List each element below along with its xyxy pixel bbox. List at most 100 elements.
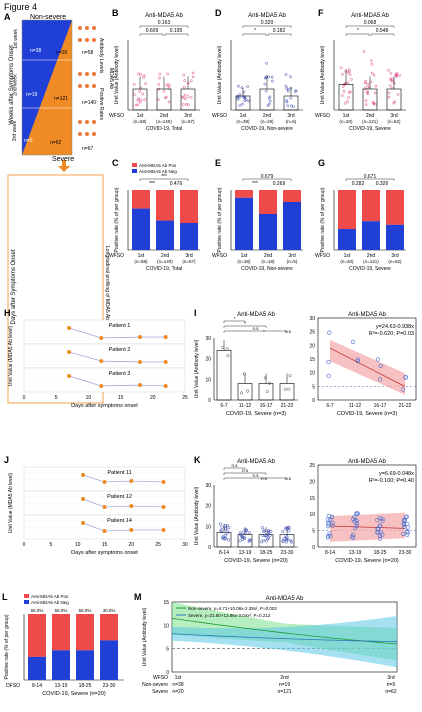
panelE-bar-neg [235, 197, 253, 250]
panelK-bracket [223, 472, 267, 475]
panelB-dot [182, 85, 186, 89]
panelF-n: (n=121) [362, 119, 378, 124]
panelH-tick: 15 [118, 395, 124, 401]
panelD-dot [237, 84, 240, 88]
panelH-ylabel: Unit Value (MDA5 Ab level) [8, 326, 14, 387]
panelK2-frame [317, 464, 417, 548]
panelJ-patient-label: Patient 12 [107, 494, 132, 500]
panelF-dot [342, 90, 346, 93]
panelM-severe-n: n=20 [172, 689, 183, 695]
panelD-dot [270, 75, 274, 79]
panelI-dot [221, 345, 225, 349]
panelD-dot [271, 79, 274, 83]
panelJ-tick: 20 [129, 542, 135, 548]
panelH-point [99, 384, 104, 388]
panelD-bracket-2 [267, 33, 292, 36]
panelC-legend-neg: Anti-MDA5 Ab Neg [139, 169, 177, 174]
panelK2-xlabel: COVID-19, Severe (n=20) [335, 558, 399, 564]
panelB-dot [186, 103, 190, 107]
panelD-dot [285, 99, 288, 102]
panelI-dot [263, 376, 268, 380]
panelB-mean-bar [156, 88, 172, 111]
panelC-legend-pos-swatch [132, 163, 137, 167]
panelD-cat: 3rd [287, 113, 294, 119]
panelI2-frame [317, 317, 417, 401]
panelF-dot [346, 100, 349, 103]
panelB-dot [167, 100, 171, 104]
panelK-dot [248, 538, 252, 542]
panelK2-point [401, 518, 406, 523]
panelB-dot [189, 96, 193, 99]
panelB-dot [183, 79, 187, 83]
panelE-xlabel: COVID-19, Non-severe [241, 266, 293, 272]
panelL-bar-neg [100, 640, 118, 680]
panelK2-point [351, 517, 356, 522]
panelK2-ytick: 10 [309, 512, 315, 518]
panelF-dot [392, 81, 396, 85]
panelI2-ytick: 30 [309, 316, 315, 322]
panelF-dot [340, 94, 344, 97]
panelK-dot [284, 534, 288, 538]
panelF-n: (n=20) [339, 119, 353, 124]
panelG-n: (n=121) [363, 259, 379, 264]
panelF-dot [395, 73, 399, 77]
panelK-dot [242, 530, 246, 534]
panelI2-fit-line [329, 347, 406, 387]
panelD-n: (n=5) [286, 119, 297, 124]
panelF-dot [372, 73, 376, 77]
panelJ-point [81, 497, 86, 501]
panelK-dot [241, 537, 245, 541]
panelK-dot [261, 538, 265, 543]
panelK-ylabel: Unit Value (Antibody level) [194, 486, 200, 545]
panelF-dot [366, 90, 370, 94]
panelK-dot [282, 536, 286, 540]
panelB-n: (n=140) [156, 119, 172, 124]
panelF-pval-1: * [357, 28, 359, 34]
panelF-dot [387, 95, 391, 99]
panelK-dot [261, 533, 265, 537]
panelK-dot [286, 527, 290, 531]
panelJ-point [102, 529, 107, 533]
panelI2-point [400, 387, 406, 392]
panelK2-point [326, 520, 331, 525]
panelK2-point [402, 522, 407, 528]
panelK-cat: 8-14 [219, 550, 229, 556]
panelC-bar-neg [156, 220, 174, 250]
panelF-dot [348, 73, 352, 77]
panelI-title: Anti-MDA5 Ab [237, 312, 275, 318]
panelD-dot [286, 89, 290, 93]
panelI2-cat: 16-17 [374, 403, 387, 409]
panelF-dot [387, 91, 391, 95]
panelK-dot [244, 532, 248, 536]
panelD-dot [284, 84, 288, 88]
panelK2-point [327, 531, 332, 536]
panelF-cat: 3rd [390, 113, 397, 119]
panelB-dot [165, 84, 169, 87]
panelB-dot [181, 103, 185, 106]
panelG-row-label: WFSO [315, 253, 330, 259]
panelI2-point [378, 363, 383, 368]
panelB-dot [142, 76, 145, 79]
panelD-dot [265, 61, 268, 65]
panelD-title: Anti-MDA5 Ab [248, 13, 286, 19]
panelC-xlabel: COVID-19, Total [146, 266, 182, 272]
panelJ-patient-label: Patient 14 [107, 518, 132, 524]
panelK2-stats: R²=-0.100; P=0.40 [369, 478, 414, 484]
panelK2-ytick: 5 [312, 529, 315, 535]
panelC-legend-pos: Anti-MDA5 Ab Pos [139, 163, 177, 168]
panelI2-point [377, 377, 383, 382]
panelK2-fit-line [329, 525, 406, 529]
panelC-n: (n=67) [182, 259, 196, 264]
panelF-bracket-2 [370, 33, 395, 36]
panelE-sig-1: *** [252, 181, 258, 187]
panelC-legend-neg-swatch [132, 169, 137, 173]
panelM-letter: M [134, 592, 142, 602]
panelM-cat: 2nd [280, 675, 289, 681]
panelD-dot [266, 104, 270, 107]
panelK-dot [223, 523, 228, 527]
panelI-sig: n.s [285, 329, 292, 334]
panelF-title: Anti-MDA5 Ab [351, 13, 389, 19]
panelI-sig: * [234, 316, 236, 321]
panelC-ylabel: Positive rate (% of per group) [114, 187, 120, 252]
